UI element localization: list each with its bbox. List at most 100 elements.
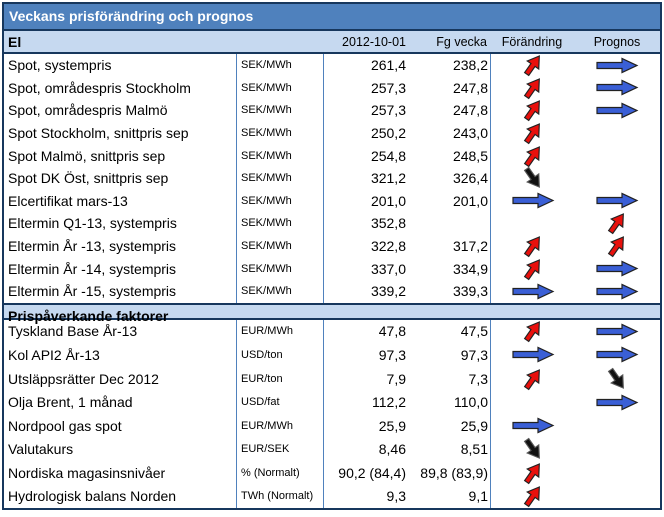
row-label: Eltermin År -13, systempris	[8, 238, 177, 255]
forecast-arrow-cell	[574, 54, 660, 77]
red-up-arrow-icon	[518, 95, 548, 127]
row-value-current: 352,8	[370, 215, 406, 232]
change-arrow-cell	[490, 76, 574, 100]
black-down-arrow-icon	[518, 162, 548, 194]
forecast-arrow-cell	[574, 343, 660, 367]
row-value-current: 8,46	[378, 441, 406, 458]
change-arrow-cell	[490, 366, 574, 391]
table-row: Utsläppsrätter Dec 2012 EUR/ton 7,9 7,3	[4, 366, 660, 391]
row-unit: SEK/MWh	[236, 54, 324, 77]
section-price-factors-rows: Tyskland Base År-13 EUR/MWh 47,8 47,5 Ko…	[4, 319, 660, 509]
row-value-previous: 334,9	[452, 260, 488, 277]
row-value-previous: 326,4	[452, 170, 488, 187]
row-label: Spot Malmö, snittpris sep	[8, 147, 166, 164]
change-arrow-cell	[490, 99, 574, 122]
change-arrow-cell	[490, 343, 574, 367]
forecast-arrow-cell	[574, 212, 660, 235]
red-up-arrow-icon	[518, 363, 548, 395]
red-up-arrow-icon	[518, 140, 548, 172]
forecast-arrow-cell	[574, 257, 660, 280]
row-unit: SEK/MWh	[236, 212, 324, 235]
forecast-arrow-cell	[574, 235, 660, 258]
table-row: Spot, områdespris Stockholm SEK/MWh 257,…	[4, 76, 660, 100]
change-arrow-cell	[490, 121, 574, 145]
red-up-arrow-icon	[602, 230, 632, 262]
forecast-arrow-cell	[574, 99, 660, 122]
row-value-previous: 89,8 (83,9)	[420, 464, 488, 481]
row-value-current: 7,9	[386, 370, 406, 387]
column-header-date: 2012-10-01	[342, 34, 406, 49]
row-label: Valutakurs	[8, 441, 74, 458]
table-row: Hydrologisk balans Norden TWh (Normalt) …	[4, 484, 660, 509]
row-value-current: 250,2	[370, 125, 406, 142]
table-row: Eltermin Q1-13, systempris SEK/MWh 352,8	[4, 212, 660, 235]
change-arrow-cell	[490, 144, 574, 167]
row-value-previous: 110,0	[454, 394, 488, 411]
blue-right-arrow-icon	[511, 417, 555, 434]
price-report-table: Veckans prisförändring och prognos El 20…	[2, 2, 662, 511]
row-unit: SEK/MWh	[236, 144, 324, 167]
row-value-previous: 25,9	[460, 417, 488, 434]
row-unit: TWh (Normalt)	[236, 484, 324, 509]
column-header-change: Förändring	[501, 34, 563, 49]
table-row: Nordpool gas spot EUR/MWh 25,9 25,9	[4, 413, 660, 438]
blue-right-arrow-icon	[511, 283, 555, 300]
row-unit: SEK/MWh	[236, 279, 324, 303]
row-unit: SEK/MWh	[236, 257, 324, 280]
section-el-label: El	[8, 33, 22, 50]
row-value-current: 112,2	[372, 394, 406, 411]
blue-right-arrow-icon	[595, 79, 639, 96]
forecast-arrow-cell	[574, 77, 660, 100]
row-label: Tyskland Base År-13	[8, 323, 138, 340]
change-arrow-cell	[490, 234, 574, 258]
row-value-current: 261,4	[370, 57, 406, 74]
black-down-arrow-icon	[602, 363, 632, 395]
row-unit: SEK/MWh	[236, 234, 324, 258]
table-row: Olja Brent, 1 månad USD/fat 112,2 110,0	[4, 390, 660, 414]
change-arrow-cell	[490, 257, 574, 280]
row-value-current: 47,8	[378, 323, 406, 340]
row-value-current: 25,9	[378, 417, 406, 434]
row-label: Olja Brent, 1 månad	[8, 394, 133, 411]
row-value-current: 90,2 (84,4)	[338, 464, 406, 481]
row-label: Spot, systempris	[8, 57, 112, 74]
row-label: Nordpool gas spot	[8, 417, 122, 434]
row-unit: SEK/MWh	[236, 189, 324, 213]
row-unit: USD/fat	[236, 390, 324, 414]
change-arrow-cell	[490, 390, 574, 414]
table-row: Nordiska magasinsnivåer % (Normalt) 90,2…	[4, 461, 660, 485]
black-down-arrow-icon	[518, 433, 548, 465]
table-row: Valutakurs EUR/SEK 8,46 8,51	[4, 437, 660, 462]
red-up-arrow-icon	[518, 481, 548, 513]
blue-right-arrow-icon	[511, 346, 555, 363]
forecast-arrow-cell	[574, 167, 660, 190]
blue-right-arrow-icon	[595, 346, 639, 363]
table-row: Eltermin År -15, systempris SEK/MWh 339,…	[4, 279, 660, 303]
row-unit: EUR/ton	[236, 366, 324, 391]
row-label: Eltermin År -15, systempris	[8, 283, 177, 300]
row-unit: SEK/MWh	[236, 121, 324, 145]
row-unit: SEK/MWh	[236, 166, 324, 190]
row-label: Kol API2 År-13	[8, 346, 100, 363]
row-label: Nordiska magasinsnivåer	[8, 464, 166, 481]
table-row: Tyskland Base År-13 EUR/MWh 47,8 47,5	[4, 319, 660, 344]
report-title: Veckans prisförändring och prognos	[4, 4, 660, 31]
row-value-current: 337,0	[370, 260, 406, 277]
row-value-previous: 339,3	[452, 283, 488, 300]
blue-right-arrow-icon	[595, 323, 639, 340]
section-header-el: El 2012-10-01 Fg vecka Förändring Progno…	[4, 31, 660, 54]
blue-right-arrow-icon	[595, 283, 639, 300]
table-row: Kol API2 År-13 USD/ton 97,3 97,3	[4, 343, 660, 367]
forecast-arrow-cell	[574, 144, 660, 167]
blue-right-arrow-icon	[595, 102, 639, 119]
row-label: Hydrologisk balans Norden	[8, 488, 177, 505]
row-value-previous: 238,2	[452, 57, 488, 74]
red-up-arrow-icon	[518, 117, 548, 149]
forecast-arrow-cell	[574, 461, 660, 485]
forecast-arrow-cell	[574, 438, 660, 462]
row-label: Spot, områdespris Malmö	[8, 102, 168, 119]
forecast-arrow-cell	[574, 367, 660, 391]
change-arrow-cell	[490, 484, 574, 509]
row-unit: SEK/MWh	[236, 76, 324, 100]
section-el-rows: Spot, systempris SEK/MWh 261,4 238,2 Spo…	[4, 54, 660, 303]
